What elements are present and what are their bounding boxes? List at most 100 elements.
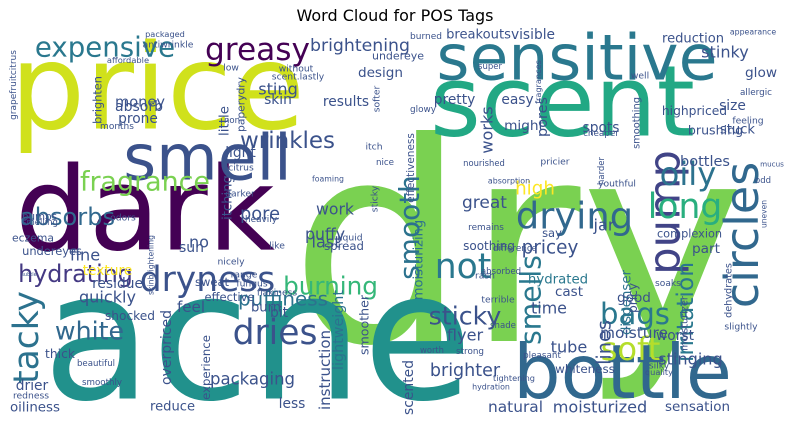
word-sticky: sticky: [370, 185, 381, 212]
word-pricier: pricier: [540, 157, 569, 168]
word-shade: shade: [490, 321, 516, 331]
word-super: super: [478, 62, 502, 72]
word-burned: burned: [410, 32, 442, 42]
word-shocked: shocked: [105, 309, 155, 323]
word-smells: smells: [515, 255, 548, 345]
word-tacky: tacky: [7, 291, 47, 384]
word-brighten: brighten: [92, 76, 105, 124]
word-fragrances: fragrances: [533, 60, 543, 104]
word-bags: bags: [600, 297, 670, 331]
word-absorb: absorb: [115, 99, 163, 115]
word-moisture: moisture: [600, 324, 668, 342]
word-well: well: [631, 71, 649, 82]
word-smelling: smelling: [22, 218, 58, 228]
word-non: non: [224, 116, 240, 126]
word-redness: redness: [13, 391, 49, 402]
word-irritation: irritation: [671, 262, 699, 362]
word-puffy: puffy: [305, 225, 345, 244]
word-hydrated: hydrated: [528, 273, 588, 288]
word-soft: soft: [601, 330, 661, 368]
word-effective: effective: [205, 290, 255, 304]
word-lightweight: lightweight: [331, 290, 347, 370]
word-skin: skin: [264, 92, 292, 108]
word-dark: dark: [15, 143, 275, 278]
word-price: price: [10, 19, 305, 157]
word-flyer: flyer: [447, 326, 484, 345]
word-brushing: brushing: [688, 123, 743, 138]
word-packaged: packaged: [145, 29, 185, 39]
word-puffiness: puffiness: [238, 288, 328, 311]
word-great: great: [462, 193, 507, 213]
word-odors: odors: [110, 213, 136, 224]
word-undereye: undereye: [372, 50, 424, 63]
word-white: white: [55, 317, 124, 346]
word-bit: bit: [270, 305, 289, 321]
word-darker: darker: [225, 189, 255, 200]
word-subtle: subtle: [21, 272, 36, 278]
word-highpriced: highpriced: [662, 104, 727, 118]
word-allergic: allergic: [740, 88, 772, 98]
word-moisturizing: moisturizing: [412, 220, 427, 300]
word-soothing: soothing: [463, 239, 515, 253]
word-packaging: packaging: [210, 370, 295, 389]
word-visible: visible: [511, 27, 555, 43]
word-absorbed: absorbed: [481, 267, 521, 277]
word-instruction: instruction: [316, 330, 334, 410]
word-cheaper: cheaper: [583, 129, 619, 139]
word-say: say: [542, 226, 562, 240]
word-dry: dry: [290, 83, 745, 407]
word-pricey: pricey: [522, 238, 579, 259]
word-worth: worth: [420, 345, 444, 355]
word-experience: experience: [199, 335, 213, 400]
word-bottle: bottle: [513, 329, 732, 416]
word-citrus: citrus: [228, 163, 254, 174]
word-easy: easy: [501, 92, 533, 108]
word-stuck: stuck: [720, 123, 755, 138]
word-beautiful: beautiful: [77, 359, 115, 369]
word-greasy: greasy: [205, 32, 310, 68]
word-pore: pore: [240, 204, 280, 225]
word-long: long: [648, 187, 722, 227]
word-sun: sun: [179, 240, 204, 256]
word-good: good: [617, 290, 651, 306]
word-dries: dries: [233, 313, 318, 353]
word-dryness: dryness: [140, 260, 276, 300]
word-less: less: [279, 396, 306, 412]
word-liquid: liquid: [337, 233, 362, 244]
word-time: time: [531, 299, 567, 318]
word-money: money: [115, 94, 165, 111]
word-no: no: [189, 233, 209, 252]
word-smell: smell: [123, 121, 291, 195]
word-residue: residue: [92, 276, 143, 292]
word-fungus: fungus: [236, 279, 268, 290]
word-sticky: sticky: [429, 302, 502, 331]
word-sensitive: sensitive: [437, 21, 718, 95]
word-work: work: [316, 200, 355, 219]
word-spots: spots: [583, 120, 620, 136]
word-works: works: [478, 106, 497, 153]
word-overpriced: overpriced: [159, 310, 175, 385]
word-oiliness: oiliness: [10, 401, 60, 416]
word-smooth: smooth: [393, 175, 426, 280]
word-brightening: brightening: [310, 36, 410, 56]
word-mucus: mucus: [760, 160, 784, 169]
word-light: light: [225, 145, 256, 161]
word-smoother: smoother: [357, 294, 372, 355]
word-pleasant: pleasant: [523, 351, 561, 361]
word-worst: worst: [656, 328, 695, 344]
word-pores: pores: [535, 97, 551, 137]
word-tube: tube: [551, 338, 588, 357]
word-affordable: affordable: [107, 55, 149, 65]
word-soaks: soaks: [655, 279, 681, 289]
word-low: low: [223, 63, 239, 74]
word-effectiveness: effectiveness: [405, 133, 417, 203]
word-range: range: [231, 270, 258, 281]
word-size: size: [719, 98, 746, 114]
word-eczema: eczema: [12, 232, 54, 245]
chart-title: Word Cloud for POS Tags: [296, 6, 494, 25]
word-sensation: sensation: [665, 399, 730, 415]
word-skinbrightening: skinbrightening: [147, 235, 156, 295]
word-results: results: [323, 94, 369, 110]
